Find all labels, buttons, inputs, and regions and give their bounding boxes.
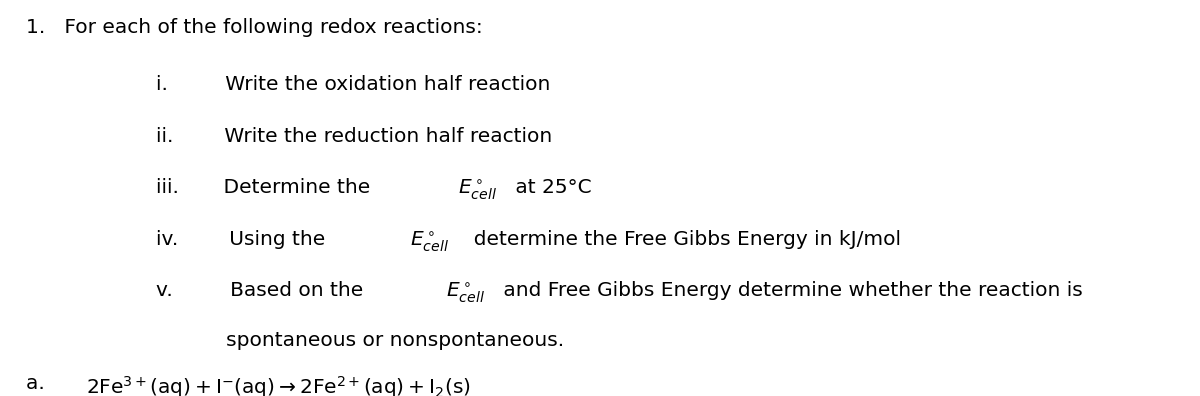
Text: $E^\circ_{cell}$: $E^\circ_{cell}$ (409, 230, 449, 254)
Text: $\mathsf{2Fe^{3+}(aq) + I^{-}(aq) \rightarrow 2Fe^{2+}(aq) + I_2(s)}$: $\mathsf{2Fe^{3+}(aq) + I^{-}(aq) \right… (86, 374, 472, 396)
Text: iv.        Using the: iv. Using the (156, 230, 331, 249)
Text: i.         Write the oxidation half reaction: i. Write the oxidation half reaction (156, 75, 551, 94)
Text: ii.        Write the reduction half reaction: ii. Write the reduction half reaction (156, 127, 552, 146)
Text: iii.       Determine the: iii. Determine the (156, 178, 377, 197)
Text: spontaneous or nonspontaneous.: spontaneous or nonspontaneous. (156, 331, 564, 350)
Text: $E^\circ_{cell}$: $E^\circ_{cell}$ (458, 178, 497, 202)
Text: at 25°C: at 25°C (510, 178, 592, 197)
Text: 1.   For each of the following redox reactions:: 1. For each of the following redox react… (26, 18, 484, 37)
Text: determine the Free Gibbs Energy in kJ/mol: determine the Free Gibbs Energy in kJ/mo… (461, 230, 901, 249)
Text: $E^\circ_{cell}$: $E^\circ_{cell}$ (446, 281, 485, 305)
Text: v.         Based on the: v. Based on the (156, 281, 370, 300)
Text: a.: a. (26, 374, 65, 393)
Text: and Free Gibbs Energy determine whether the reaction is: and Free Gibbs Energy determine whether … (497, 281, 1084, 300)
